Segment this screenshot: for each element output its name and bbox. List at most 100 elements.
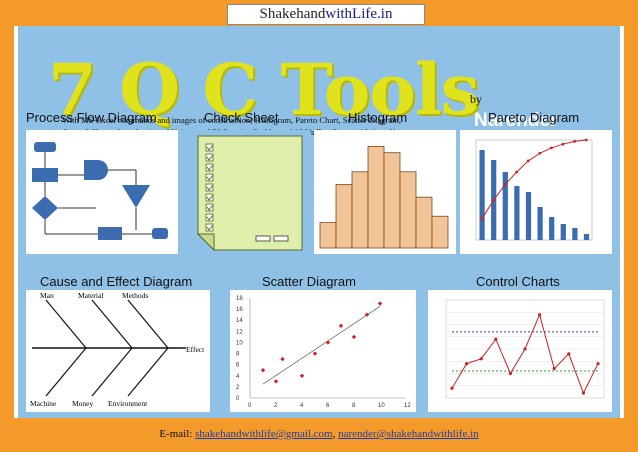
scatter-point	[338, 323, 344, 328]
pareto-cumulative-point	[526, 159, 530, 163]
scatter-y-tick: 0	[236, 396, 240, 402]
pareto-cumulative-point	[573, 139, 576, 143]
check-mark	[206, 204, 214, 211]
flow-end	[152, 228, 168, 239]
pareto-bar	[514, 186, 520, 240]
check-sheet-field-2	[273, 235, 289, 242]
cause-machine: Machine	[30, 399, 57, 408]
scatter-y-tick: 14	[236, 318, 243, 324]
control-charts-label: Control Charts	[476, 274, 560, 289]
scatter-x-tick: 10	[378, 403, 385, 409]
scatter-svg: 18 16 14 12 10 8 6 4 2 0 0 2 4 6 8 10 12	[236, 296, 411, 409]
scatter-point	[351, 334, 357, 340]
pareto-cumulative-point	[538, 151, 542, 155]
pareto-cumulative-line	[481, 139, 587, 220]
bottom-bar	[14, 418, 624, 452]
scatter-y-tick: 16	[236, 307, 243, 313]
scatter-point	[260, 368, 266, 373]
process-flow-diagram	[26, 130, 196, 254]
pareto-cumulative-point	[584, 138, 588, 142]
scatter-point	[280, 356, 285, 362]
check-sheet-label: Check Sheet	[204, 110, 279, 125]
control-point	[465, 362, 469, 366]
check-sheet-diagram	[178, 130, 310, 254]
histogram-bar	[415, 196, 433, 249]
check-mark	[206, 154, 214, 161]
check-sheet-paper	[197, 135, 303, 251]
check-boxes	[205, 143, 214, 232]
scatter-point	[299, 373, 305, 378]
site-prefix: Shakehand	[259, 6, 326, 22]
scatter-x-tick: 12	[404, 403, 411, 409]
pareto-bar	[572, 228, 578, 240]
pareto-cumulative-point	[492, 199, 495, 202]
check-box	[205, 163, 214, 172]
check-sheet-field-1	[255, 235, 271, 242]
check-box	[205, 193, 214, 202]
cause-money: Money	[72, 399, 93, 408]
by-label: by	[470, 92, 482, 106]
cause-effect-diagram: Man Material Methods Machine Money Envir…	[26, 290, 210, 412]
check-box	[205, 143, 214, 152]
cause-environment: Environment	[108, 399, 148, 408]
pareto-bar	[549, 217, 555, 240]
scatter-x-tick: 4	[300, 403, 304, 409]
pareto-diagram	[460, 130, 612, 254]
scatter-x-tick: 0	[248, 403, 252, 409]
control-point	[479, 357, 483, 361]
scatter-x-tick: 8	[352, 403, 356, 409]
control-series-line	[451, 313, 599, 395]
pareto-cumulative-point	[503, 183, 507, 187]
pareto-bar	[479, 150, 485, 240]
control-point	[450, 386, 454, 390]
check-mark	[206, 224, 214, 231]
histogram-bar	[367, 145, 385, 249]
footer-separator: ,	[332, 428, 339, 440]
check-box	[205, 213, 214, 222]
email-link-2[interactable]: narender@shakehandwithlife.in	[338, 428, 479, 440]
histogram-bar	[335, 184, 353, 249]
check-mark	[206, 214, 214, 221]
pareto-bar	[560, 224, 566, 240]
flow-start	[34, 142, 56, 152]
scatter-y-tick: 6	[236, 363, 240, 369]
scatter-point	[312, 351, 318, 356]
scatter-point	[364, 312, 370, 317]
control-svg	[445, 299, 605, 399]
pareto-cumulative-point	[515, 170, 518, 174]
description-line-1: With MS-Excel commands and images of con…	[62, 115, 402, 125]
histogram-label: Histogram	[348, 110, 408, 125]
check-mark	[206, 144, 214, 151]
process-flow-svg	[32, 142, 168, 240]
site-banner[interactable]: ShakehandwithLife.in	[227, 4, 425, 25]
control-point	[538, 313, 542, 317]
scatter-point	[325, 340, 331, 345]
control-point	[523, 347, 527, 351]
cause-material: Material	[78, 291, 103, 300]
control-point	[508, 371, 512, 376]
footer-contact: E-mail: shakehandwithlife@gmail.com, nar…	[0, 428, 638, 440]
histogram-bar	[383, 152, 401, 249]
control-point	[567, 352, 571, 356]
pareto-cumulative-point	[480, 217, 484, 221]
check-box	[205, 173, 214, 182]
scatter-point	[273, 379, 279, 384]
email-link-1[interactable]: shakehandwithlife@gmail.com	[195, 428, 333, 440]
scatter-y-tick: 18	[236, 296, 243, 302]
flow-process-2	[98, 227, 122, 240]
process-flow-label: Process Flow Diagram	[26, 110, 157, 125]
control-point	[581, 391, 585, 395]
histogram-diagram	[314, 130, 456, 254]
left-border	[0, 0, 14, 452]
flow-delay	[84, 160, 108, 180]
histogram-bar	[399, 171, 417, 249]
check-mark	[206, 174, 214, 181]
control-point	[552, 367, 556, 371]
control-point	[494, 337, 498, 341]
flow-decision	[32, 196, 58, 220]
scatter-x-tick: 2	[274, 403, 278, 409]
cause-man: Man	[40, 291, 54, 300]
control-point	[596, 362, 600, 366]
check-box	[205, 183, 214, 192]
